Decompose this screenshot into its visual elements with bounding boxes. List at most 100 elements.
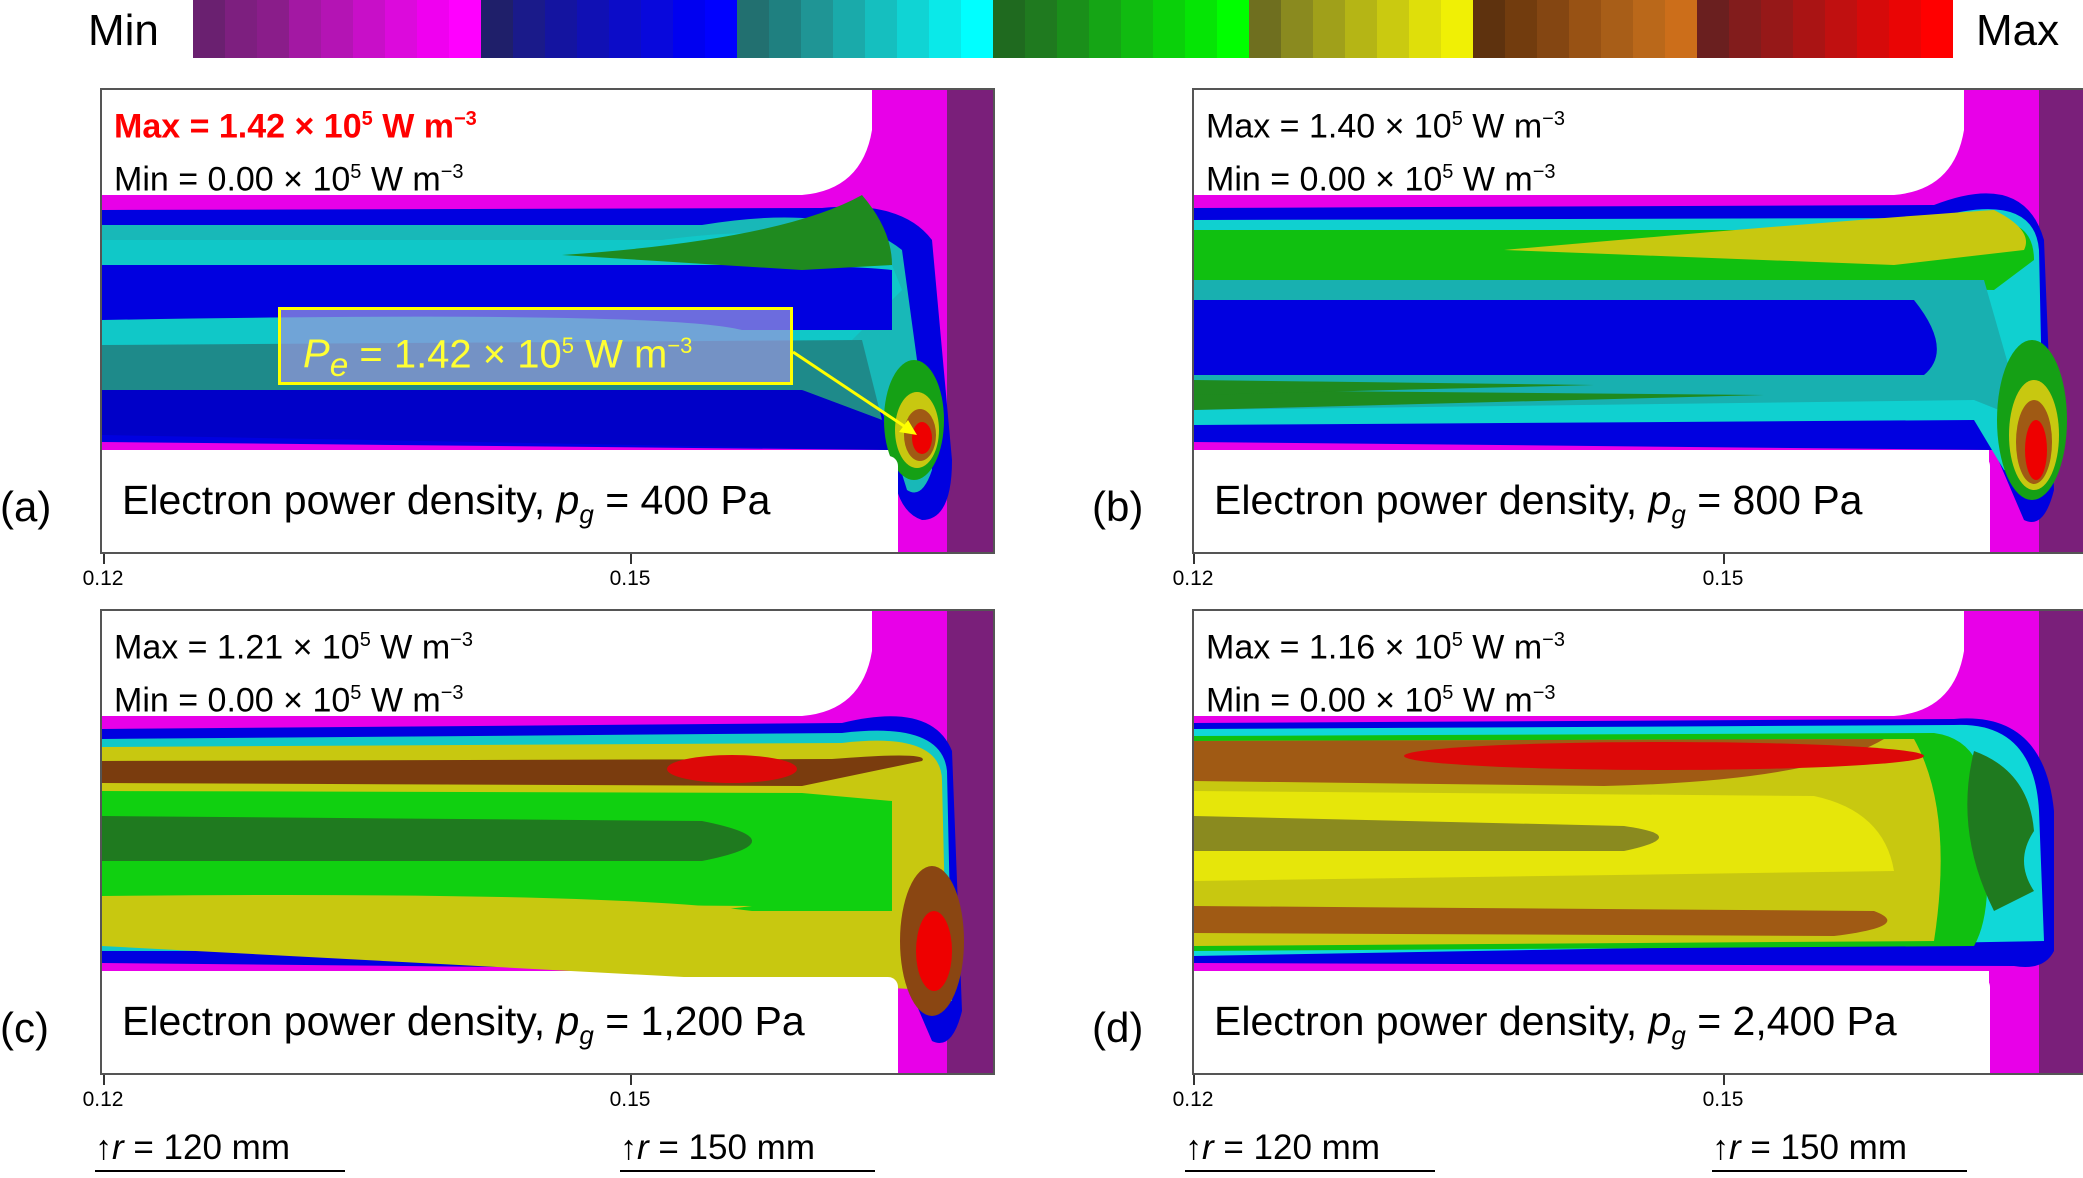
axis-tick	[1193, 1075, 1195, 1085]
colorbar-max-label: Max	[1976, 6, 2060, 55]
colorbar-swatch	[673, 0, 705, 58]
colorbar-swatch	[577, 0, 609, 58]
radius-underline	[620, 1170, 875, 1172]
colorbar-swatch	[1825, 0, 1857, 58]
tick-label: 0.15	[609, 567, 651, 590]
colorbar-swatch	[321, 0, 353, 58]
colorbar-swatch	[1729, 0, 1761, 58]
colorbar-swatch	[481, 0, 513, 58]
colorbar-swatch	[1633, 0, 1665, 58]
colorbar-swatch	[289, 0, 321, 58]
panel-caption: Electron power density, pg = 800 Pa	[1214, 476, 1863, 529]
axis-tick	[630, 1075, 632, 1085]
colorbar-swatch	[1697, 0, 1729, 58]
panel-caption: Electron power density, pg = 1,200 Pa	[122, 997, 805, 1050]
up-arrow-icon: ↑	[1185, 1129, 1202, 1167]
colorbar-swatch	[225, 0, 257, 58]
colorbar	[193, 0, 1953, 58]
up-arrow-icon: ↑	[95, 1129, 112, 1167]
colorbar-swatch	[385, 0, 417, 58]
colorbar-swatch	[1761, 0, 1793, 58]
colorbar-swatch	[1537, 0, 1569, 58]
colorbar-swatch	[1153, 0, 1185, 58]
panel-caption: Electron power density, pg = 400 Pa	[122, 476, 771, 529]
colorbar-swatch	[1025, 0, 1057, 58]
colorbar-swatch	[1665, 0, 1697, 58]
colorbar-swatch	[1377, 0, 1409, 58]
tick-label: 0.12	[82, 567, 124, 590]
panel-label: (d)	[1092, 1004, 1144, 1051]
colorbar-swatch	[1569, 0, 1601, 58]
radius-marker: ↑r = 120 mm	[1185, 1128, 1435, 1172]
axis-tick	[1193, 554, 1195, 564]
tick-label: 0.15	[609, 1088, 651, 1111]
colorbar-swatch	[769, 0, 801, 58]
colorbar-swatch	[609, 0, 641, 58]
caption-box: Electron power density, pg = 800 Pa	[1194, 456, 1990, 552]
max-value: Max = 1.21 × 105 W m−3	[114, 628, 473, 667]
tick-label: 0.15	[1702, 567, 1744, 590]
colorbar-swatch	[513, 0, 545, 58]
tick-label: 0.12	[1172, 567, 1214, 590]
caption-box: Electron power density, pg = 1,200 Pa	[102, 977, 898, 1073]
min-value: Min = 0.00 × 105 W m−3	[114, 681, 464, 720]
axis-tick	[103, 554, 105, 564]
colorbar-swatch	[865, 0, 897, 58]
radius-marker: ↑r = 120 mm	[95, 1128, 345, 1172]
colorbar-swatch	[801, 0, 833, 58]
tick-label: 0.12	[82, 1088, 124, 1111]
radius-underline	[1185, 1170, 1435, 1172]
colorbar-swatch	[1601, 0, 1633, 58]
max-value: Max = 1.42 × 105 W m−3	[114, 107, 477, 146]
panel-label: (c)	[0, 1004, 49, 1051]
colorbar-swatch	[257, 0, 289, 58]
colorbar-swatch	[705, 0, 737, 58]
colorbar-swatch	[1505, 0, 1537, 58]
tick-label: 0.12	[1172, 1088, 1214, 1111]
colorbar-swatch	[737, 0, 769, 58]
axis-tick	[1723, 554, 1725, 564]
up-arrow-icon: ↑	[620, 1129, 637, 1167]
colorbar-swatch	[1089, 0, 1121, 58]
colorbar-swatch	[1793, 0, 1825, 58]
colorbar-swatch	[417, 0, 449, 58]
colorbar-swatch	[449, 0, 481, 58]
contour-plot	[1194, 611, 2083, 1073]
caption-box: Electron power density, pg = 400 Pa	[102, 456, 898, 552]
contour-plot	[102, 611, 993, 1073]
colorbar-swatch	[833, 0, 865, 58]
stats-box: Max = 1.40 × 105 W m−3 Min = 0.00 × 105 …	[1206, 96, 1565, 203]
radius-underline	[1712, 1170, 1967, 1172]
colorbar-swatch	[1409, 0, 1441, 58]
axis-tick	[630, 554, 632, 564]
panel-caption: Electron power density, pg = 2,400 Pa	[1214, 997, 1897, 1050]
colorbar-swatch	[1313, 0, 1345, 58]
stats-box: Max = 1.16 × 105 W m−3 Min = 0.00 × 105 …	[1206, 617, 1565, 724]
stats-box: Max = 1.42 × 105 W m−3 Min = 0.00 × 105 …	[114, 96, 477, 203]
colorbar-swatch	[929, 0, 961, 58]
panel-label: (a)	[0, 483, 52, 530]
colorbar-swatch	[1121, 0, 1153, 58]
max-value: Max = 1.16 × 105 W m−3	[1206, 628, 1565, 667]
peak-annotation: Pe = 1.42 × 105 W m−3	[278, 307, 793, 385]
radius-marker: ↑r = 150 mm	[1712, 1128, 1967, 1172]
colorbar-swatch	[353, 0, 385, 58]
colorbar-swatch	[1889, 0, 1921, 58]
up-arrow-icon: ↑	[1712, 1129, 1729, 1167]
tick-label: 0.15	[1702, 1088, 1744, 1111]
colorbar-swatch	[897, 0, 929, 58]
colorbar-swatch	[1441, 0, 1473, 58]
colorbar-swatch	[1185, 0, 1217, 58]
max-value: Max = 1.40 × 105 W m−3	[1206, 107, 1565, 146]
colorbar-min-label: Min	[88, 6, 159, 55]
colorbar-swatch	[1345, 0, 1377, 58]
min-value: Min = 0.00 × 105 W m−3	[1206, 681, 1556, 720]
stats-box: Max = 1.21 × 105 W m−3 Min = 0.00 × 105 …	[114, 617, 473, 724]
panel-d: Max = 1.16 × 105 W m−3 Min = 0.00 × 105 …	[1192, 609, 2083, 1075]
panel-b: Max = 1.40 × 105 W m−3 Min = 0.00 × 105 …	[1192, 88, 2083, 554]
caption-box: Electron power density, pg = 2,400 Pa	[1194, 977, 1990, 1073]
colorbar-swatch	[1217, 0, 1249, 58]
min-value: Min = 0.00 × 105 W m−3	[114, 160, 464, 199]
axis-tick	[1723, 1075, 1725, 1085]
colorbar-swatch	[1473, 0, 1505, 58]
